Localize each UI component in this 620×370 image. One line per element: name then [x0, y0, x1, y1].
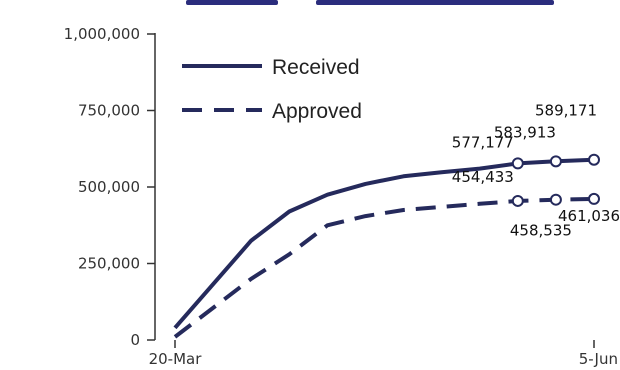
y-tick-label: 0 — [130, 331, 140, 349]
data-label: 454,433 — [452, 168, 514, 186]
y-tick-label: 250,000 — [78, 255, 140, 273]
data-label: 577,177 — [452, 133, 514, 151]
y-tick-label: 500,000 — [78, 178, 140, 196]
data-point-marker — [511, 157, 524, 170]
chart-title-fragment — [186, 0, 554, 5]
y-axis-ticks: 0 250,000 500,000 750,000 1,000,000 — [64, 25, 155, 349]
data-point-marker — [588, 153, 600, 166]
data-label: 458,535 — [510, 222, 572, 240]
series-line-approved — [173, 196, 595, 339]
data-label: 589,171 — [535, 102, 597, 120]
axes: 0 250,000 500,000 750,000 1,000,000 20-Mar 5-… — [64, 25, 618, 368]
y-tick-label: 1,000,000 — [64, 25, 140, 43]
x-axis-ticks: 20-Mar 5-Jun — [149, 340, 618, 368]
legend: Received Approved — [182, 56, 362, 123]
legend-label-received: Received — [272, 56, 360, 79]
data-label: 461,036 — [558, 207, 620, 225]
data-point-marker — [549, 193, 562, 206]
x-tick-label: 20-Mar — [149, 350, 203, 368]
y-tick-label: 750,000 — [78, 102, 140, 120]
data-point-marker — [588, 192, 600, 205]
series-line-received — [173, 157, 595, 330]
data-point-marker — [511, 194, 524, 207]
x-tick-label: 5-Jun — [579, 350, 618, 368]
legend-label-approved: Approved — [272, 100, 362, 123]
data-point-marker — [549, 155, 562, 168]
data-label: 583,913 — [494, 123, 556, 141]
series-layer — [173, 153, 600, 339]
